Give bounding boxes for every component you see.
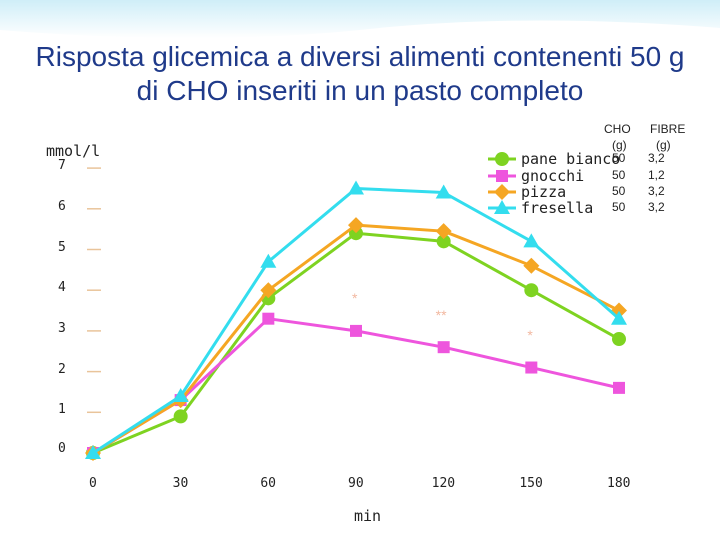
fibre-value: 1,2 [648, 168, 665, 182]
legend-label: pane bianco [521, 150, 621, 168]
x-tick-label: 120 [431, 476, 456, 491]
title-line-2: di CHO inseriti in un pasto completo [136, 75, 584, 106]
data-point-triangle [494, 200, 510, 214]
significance-marker: ** [435, 306, 447, 323]
y-tick-label: 4 [58, 280, 66, 296]
data-point-diamond [260, 282, 277, 299]
data-point-square [613, 381, 625, 394]
x-tick-label: 30 [172, 476, 189, 491]
legend-label: fresella [521, 199, 594, 217]
legend-label: gnocchi [521, 167, 585, 185]
series-line [92, 317, 620, 455]
data-point-square [350, 324, 362, 337]
cho-value: 50 [612, 151, 626, 165]
slide-title: Risposta glicemica a diversi alimenti co… [0, 40, 720, 108]
data-point-triangle [260, 253, 277, 268]
data-point-triangle [85, 445, 101, 459]
data-point-circle [173, 409, 188, 424]
x-tick-label: 0 [89, 476, 97, 491]
significance-marker: * [527, 326, 533, 343]
y-tick-label: 0 [58, 441, 66, 456]
data-point-diamond [494, 184, 510, 200]
cho-value: 50 [612, 168, 626, 182]
data-point-circle [349, 226, 363, 241]
data-point-circle [436, 234, 451, 249]
data-point-square [262, 312, 275, 325]
data-point-circle [495, 152, 509, 166]
y-tick-label: 5 [58, 239, 66, 255]
data-point-diamond [348, 217, 364, 234]
x-tick-label: 60 [260, 476, 276, 491]
data-point-triangle [435, 184, 452, 199]
cho-value: 50 [612, 200, 626, 214]
data-point-triangle [611, 310, 627, 325]
table-header-fibre: FIBRE [650, 122, 686, 136]
table-header-cho-unit: (g) [612, 138, 627, 152]
x-axis-label: min [354, 507, 382, 525]
y-tick-label: 7 [58, 158, 66, 174]
legend-label: pizza [521, 183, 567, 201]
x-tick-label: 90 [348, 476, 364, 491]
y-tick-label: 3 [58, 320, 66, 336]
data-point-diamond [523, 257, 540, 274]
header-wave [0, 0, 720, 38]
data-point-square [525, 361, 538, 374]
data-point-triangle [523, 233, 540, 248]
cho-value: 50 [612, 184, 626, 198]
x-tick-label: 150 [519, 476, 543, 491]
fibre-value: 3,2 [648, 184, 665, 198]
title-line-1: Risposta glicemica a diversi alimenti co… [35, 41, 685, 72]
data-point-circle [524, 283, 539, 298]
data-point-triangle [172, 388, 189, 403]
y-tick-label: 1 [58, 402, 66, 418]
series-line [92, 231, 620, 455]
x-tick-label: 180 [607, 476, 631, 491]
fibre-value: 3,2 [648, 200, 665, 214]
table-header-fibre-unit: (g) [656, 138, 671, 152]
y-axis-label: mmol/l [46, 142, 101, 160]
data-point-diamond [435, 223, 452, 240]
data-point-circle [612, 332, 626, 347]
significance-marker: * [352, 290, 358, 307]
y-tick-label: 2 [58, 361, 66, 377]
table-header-cho: CHO [604, 122, 631, 136]
data-point-square [437, 341, 450, 354]
data-point-triangle [348, 180, 364, 195]
data-point-square [496, 170, 508, 182]
fibre-value: 3,2 [648, 151, 665, 165]
y-tick-label: 6 [58, 198, 66, 214]
